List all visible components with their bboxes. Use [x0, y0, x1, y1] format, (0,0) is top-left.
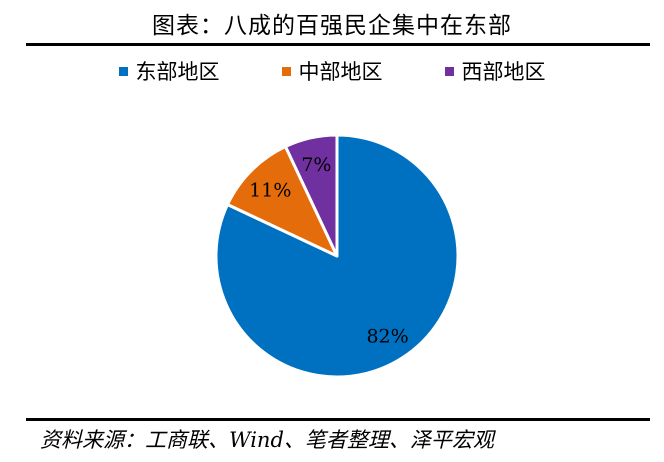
title-rule	[26, 43, 650, 46]
legend-item-central: 中部地区	[281, 56, 383, 86]
data-label-west: 7%	[301, 154, 331, 176]
pie-slice-west	[283, 133, 339, 258]
pie-slice-central	[226, 145, 339, 258]
data-label-central: 11%	[249, 179, 291, 201]
legend-item-west: 西部地区	[444, 56, 546, 86]
legend-label-central: 中部地区	[298, 60, 383, 84]
chart-title: 图表：八成的百强民企集中在东部	[152, 13, 512, 39]
source-rule	[26, 418, 650, 421]
legend-item-east: 东部地区	[118, 56, 220, 86]
legend: 东部地区 中部地区 西部地区	[0, 56, 664, 86]
data-label-east: 82%	[366, 326, 408, 348]
legend-swatch-west	[444, 66, 454, 76]
legend-swatch-central	[281, 66, 291, 76]
legend-swatch-east	[118, 66, 128, 76]
source-note: 资料来源：工商联、Wind、笔者整理、泽平宏观	[40, 428, 494, 452]
legend-label-east: 东部地区	[135, 60, 220, 84]
legend-label-west: 西部地区	[461, 60, 546, 84]
